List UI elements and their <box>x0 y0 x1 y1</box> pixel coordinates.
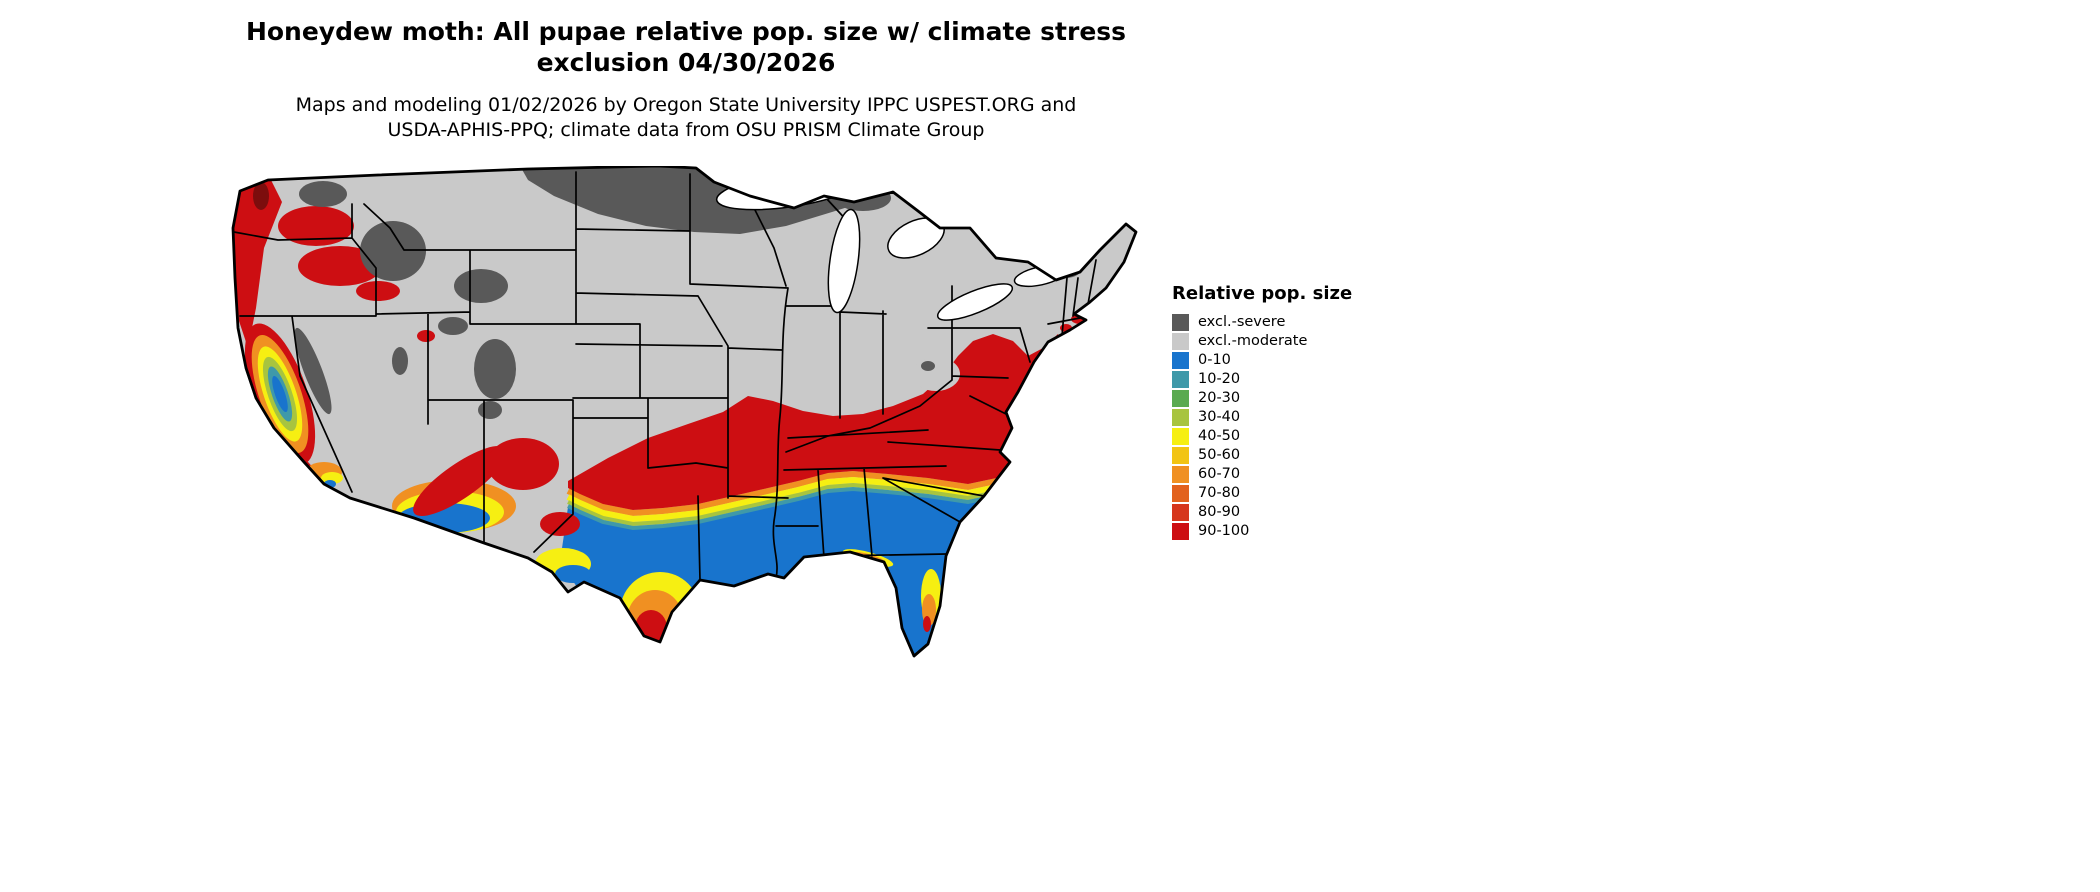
fringe-30-40 <box>567 482 1007 527</box>
legend-label: excl.-severe <box>1198 314 1286 330</box>
us-map <box>228 166 1140 666</box>
lake-michigan <box>827 208 861 314</box>
legend-item: 70-80 <box>1172 484 1352 503</box>
legend-item: excl.-moderate <box>1172 332 1352 351</box>
legend-swatch <box>1172 523 1189 540</box>
legend-label: 70-80 <box>1198 485 1241 501</box>
legend-item: 80-90 <box>1172 503 1352 522</box>
legend-label: 40-50 <box>1198 428 1241 444</box>
state-borders <box>233 171 1097 581</box>
us-map-svg <box>231 166 1138 658</box>
legend-swatch <box>1172 466 1189 483</box>
legend-label: excl.-moderate <box>1198 333 1308 349</box>
legend-label: 60-70 <box>1198 466 1241 482</box>
map-subtitle-line2: USDA-APHIS-PPQ; climate data from OSU PR… <box>387 119 985 141</box>
map-subtitle: Maps and modeling 01/02/2026 by Oregon S… <box>0 93 1372 143</box>
legend-swatch <box>1172 504 1189 521</box>
legend-swatch <box>1172 371 1189 388</box>
legend-item: 60-70 <box>1172 465 1352 484</box>
severe-colorado-rockies <box>474 339 516 399</box>
region-columbia-basin-red <box>278 206 354 246</box>
legend-swatch <box>1172 447 1189 464</box>
map-fill-layer <box>233 166 1136 656</box>
region-nm-highlands-red <box>487 438 559 490</box>
severe-adirondacks <box>1049 254 1083 278</box>
map-title-line2: exclusion 04/30/2026 <box>536 48 836 77</box>
legend-label: 90-100 <box>1198 523 1250 539</box>
legend-swatch <box>1172 390 1189 407</box>
legend-item: 10-20 <box>1172 370 1352 389</box>
lake-erie <box>936 283 1014 321</box>
region-pacific-nw-red <box>233 178 282 348</box>
legend-item: 30-40 <box>1172 408 1352 427</box>
legend: Relative pop. size excl.-severe excl.-mo… <box>1172 283 1352 541</box>
legend-label: 50-60 <box>1198 447 1241 463</box>
legend-title: Relative pop. size <box>1172 283 1353 304</box>
figure-header: Honeydew moth: All pupae relative pop. s… <box>0 16 1372 143</box>
legend-label: 30-40 <box>1198 409 1241 425</box>
legend-swatch <box>1172 333 1189 350</box>
severe-sierra-nevada <box>294 327 332 415</box>
legend-label: 20-30 <box>1198 390 1241 406</box>
legend-swatch <box>1172 409 1189 426</box>
legend-swatch <box>1172 485 1189 502</box>
legend-item: 20-30 <box>1172 389 1352 408</box>
legend-item: 50-60 <box>1172 446 1352 465</box>
region-puget-dark-red <box>253 182 269 210</box>
severe-yellowstone <box>454 269 508 303</box>
legend-swatch <box>1172 352 1189 369</box>
legend-item: 90-100 <box>1172 522 1352 541</box>
legend-item: 0-10 <box>1172 351 1352 370</box>
region-california-valley <box>244 323 316 465</box>
legend-swatch <box>1172 314 1189 331</box>
fringe-10-20 <box>567 486 1007 531</box>
map-subtitle-line1: Maps and modeling 01/02/2026 by Oregon S… <box>295 94 1077 116</box>
fringe-60-70 <box>566 470 1007 517</box>
map-title-line1: Honeydew moth: All pupae relative pop. s… <box>245 17 1127 46</box>
legend-label: 0-10 <box>1198 352 1231 368</box>
severe-north-cascades <box>299 181 347 207</box>
legend-item: excl.-severe <box>1172 313 1352 332</box>
severe-idaho-rockies <box>360 221 426 281</box>
legend-item: 40-50 <box>1172 427 1352 446</box>
legend-label: 80-90 <box>1198 504 1241 520</box>
legend-label: 10-20 <box>1198 371 1241 387</box>
legend-swatch <box>1172 428 1189 445</box>
